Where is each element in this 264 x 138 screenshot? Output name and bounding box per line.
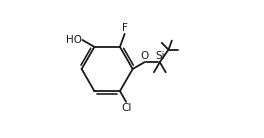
Text: Si: Si xyxy=(155,51,165,61)
Text: O: O xyxy=(140,51,149,61)
Text: F: F xyxy=(122,23,128,33)
Text: Cl: Cl xyxy=(121,103,131,113)
Text: HO: HO xyxy=(66,35,82,45)
